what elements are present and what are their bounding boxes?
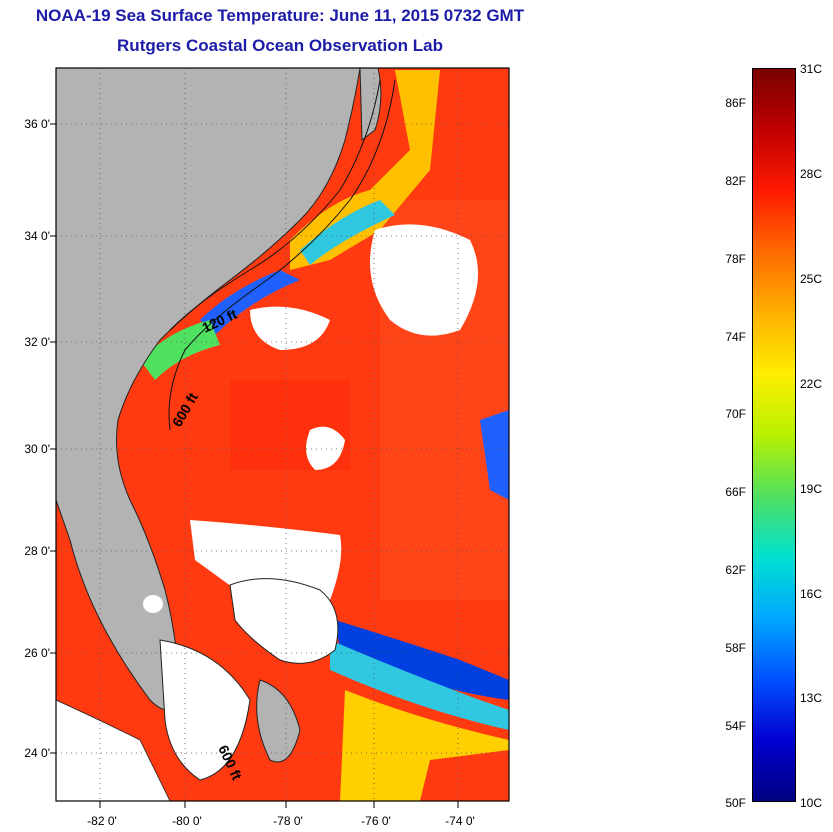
lon-label-78: -78 0': [273, 814, 303, 828]
lon-label-80: -80 0': [172, 814, 202, 828]
lon-label-76: -76 0': [361, 814, 391, 828]
map-frame: [55, 67, 510, 802]
colorbar-c-19: 19C: [800, 482, 823, 496]
axis-ticks: [50, 123, 459, 808]
colorbar-c-10: 10C: [800, 796, 823, 810]
lon-label-82: -82 0': [87, 814, 117, 828]
colorbar-c-13: 13C: [800, 691, 823, 705]
cool-water-band: [335, 620, 509, 700]
lat-label-36: 36 0': [24, 117, 50, 131]
colorbar-c-28: 28C: [800, 167, 823, 181]
lat-label-26: 26 0': [24, 646, 50, 660]
colorbar-f-82: 82F: [725, 174, 746, 188]
colorbar-f-66: 66F: [725, 485, 746, 499]
lat-label-28: 28 0': [24, 544, 50, 558]
colorbar-f-50: 50F: [725, 796, 746, 810]
colorbar-f-58: 58F: [725, 641, 746, 655]
lat-label-32: 32 0': [24, 335, 50, 349]
contour-120ft: [169, 79, 381, 331]
colorbar-f-78: 78F: [725, 252, 746, 266]
map-subtitle: Rutgers Coastal Ocean Observation Lab: [117, 36, 443, 55]
colorbar-f-74: 74F: [725, 330, 746, 344]
lat-label-24: 24 0': [24, 746, 50, 760]
temperature-colorbar: [752, 68, 796, 802]
lat-label-34: 34 0': [24, 229, 50, 243]
colorbar-f-70: 70F: [725, 407, 746, 421]
colorbar-f-62: 62F: [725, 563, 746, 577]
map-title: NOAA-19 Sea Surface Temperature: June 11…: [35, 6, 525, 25]
cloud-area: [370, 224, 478, 336]
colorbar-c-22: 22C: [800, 377, 823, 391]
lake-okeechobee: [143, 595, 163, 613]
graticule: [56, 68, 509, 801]
colorbar-f-86: 86F: [725, 96, 746, 110]
lon-label-74: -74 0': [445, 814, 475, 828]
bahamas-banks: [229, 578, 339, 664]
colorbar-c-25: 25C: [800, 272, 823, 286]
colorbar-c-16: 16C: [800, 587, 823, 601]
lat-label-30: 30 0': [24, 442, 50, 456]
colorbar-f-54: 54F: [725, 719, 746, 733]
colorbar-c-31: 31C: [800, 62, 823, 76]
land-florida: [56, 68, 361, 711]
contour-600ft: [168, 79, 396, 431]
